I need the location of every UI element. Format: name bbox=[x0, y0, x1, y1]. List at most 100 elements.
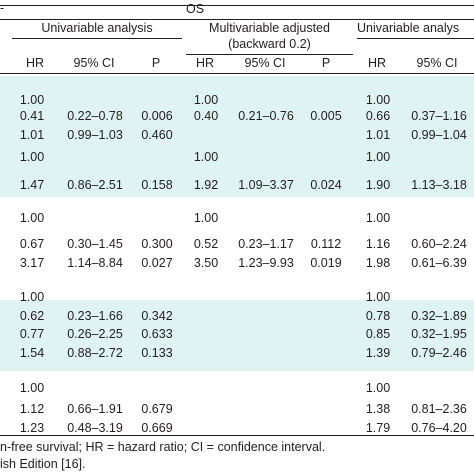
cell-ci-3: 0.32–1.89 bbox=[411, 309, 467, 323]
cell-hr-3: 1.16 bbox=[365, 237, 391, 251]
cell-p-1: 0.300 bbox=[141, 237, 173, 251]
cell-ci-1: 0.23–1.66 bbox=[67, 309, 123, 323]
cell-hr-1: 0.62 bbox=[19, 309, 45, 323]
cell-hr-3: 1.79 bbox=[365, 421, 391, 435]
cell-p-1: 0.460 bbox=[141, 128, 173, 142]
cell-ci-3: 0.79–2.46 bbox=[411, 346, 467, 360]
cell-p-2: 0.005 bbox=[310, 109, 342, 123]
cell-hr-1: 0.77 bbox=[19, 327, 45, 341]
cell-hr-3: 0.66 bbox=[365, 109, 391, 123]
cell-ci-1: 0.66–1.91 bbox=[67, 402, 123, 416]
table-top-rule bbox=[0, 5, 474, 6]
cell-ci-2: 1.23–9.93 bbox=[238, 256, 294, 270]
cell-ci-3: 0.61–6.39 bbox=[411, 256, 467, 270]
cell-hr-2: 1.92 bbox=[193, 178, 219, 192]
group-header-univariable: Univariable analysis bbox=[41, 21, 153, 35]
group-header-multivariable: Multivariable adjusted bbox=[209, 21, 330, 35]
cell-ci-2: 1.09–3.37 bbox=[238, 178, 294, 192]
cell-hr-1: 1.00 bbox=[19, 211, 45, 225]
os-group-rule bbox=[0, 19, 474, 20]
footnote-abbreviations: n-free survival; HR = hazard ratio; CI =… bbox=[0, 440, 326, 454]
cell-hr-3: 1.98 bbox=[365, 256, 391, 270]
col-header-hr-3: HR bbox=[367, 56, 387, 70]
col-header-p-2: P bbox=[321, 56, 331, 70]
cell-hr-3: 0.85 bbox=[365, 327, 391, 341]
cell-hr-2: 0.40 bbox=[193, 109, 219, 123]
col-header-p-1: P bbox=[151, 56, 161, 70]
cell-hr-2: 1.00 bbox=[193, 211, 219, 225]
cell-hr-3: 1.90 bbox=[365, 178, 391, 192]
col-header-ci-3: 95% CI bbox=[416, 56, 458, 70]
cell-hr-3: 1.00 bbox=[365, 211, 391, 225]
cell-p-2: 0.019 bbox=[310, 256, 342, 270]
group-header-multivariable-sub: (backward 0.2) bbox=[228, 37, 311, 51]
cell-ci-1: 0.30–1.45 bbox=[67, 237, 123, 251]
group-rule-2 bbox=[186, 54, 353, 55]
cell-hr-1: 1.23 bbox=[19, 421, 45, 435]
cell-ci-1: 0.86–2.51 bbox=[67, 178, 123, 192]
left-edge-mark: - bbox=[0, 1, 5, 15]
footnote-source: ish Edition [16]. bbox=[0, 457, 86, 471]
col-header-hr-2: HR bbox=[195, 56, 215, 70]
section-band-2 bbox=[0, 147, 474, 197]
cell-p-1: 0.669 bbox=[141, 421, 173, 435]
cell-ci-1: 0.48–3.19 bbox=[67, 421, 123, 435]
cell-ci-3: 0.37–1.16 bbox=[411, 109, 467, 123]
cell-hr-1: 0.67 bbox=[19, 237, 45, 251]
section-band-4 bbox=[0, 300, 474, 371]
os-header: OS bbox=[185, 2, 205, 16]
cell-hr-3: 1.39 bbox=[365, 346, 391, 360]
col-header-hr-1: HR bbox=[25, 56, 45, 70]
cell-ci-3: 1.13–3.18 bbox=[411, 178, 467, 192]
cell-hr-3: 1.01 bbox=[365, 128, 391, 142]
cell-hr-1: 1.01 bbox=[19, 128, 45, 142]
cell-ci-3: 0.60–2.24 bbox=[411, 237, 467, 251]
col-header-ci-1: 95% CI bbox=[73, 56, 115, 70]
cell-hr-1: 0.41 bbox=[19, 109, 45, 123]
section-band-1 bbox=[0, 76, 474, 147]
subheader-rule bbox=[0, 73, 474, 74]
cell-ci-2: 0.23–1.17 bbox=[238, 237, 294, 251]
cell-hr-3: 1.00 bbox=[365, 93, 391, 107]
cell-hr-1: 1.47 bbox=[19, 178, 45, 192]
cell-hr-3: 1.38 bbox=[365, 402, 391, 416]
cell-ci-1: 1.14–8.84 bbox=[67, 256, 123, 270]
cell-p-1: 0.633 bbox=[141, 327, 173, 341]
cell-hr-1: 3.17 bbox=[19, 256, 45, 270]
cell-hr-1: 1.00 bbox=[19, 290, 45, 304]
cell-hr-1: 1.00 bbox=[19, 93, 45, 107]
cell-hr-2: 1.00 bbox=[193, 150, 219, 164]
cell-ci-3: 0.99–1.04 bbox=[411, 128, 467, 142]
cell-hr-1: 1.54 bbox=[19, 346, 45, 360]
cell-p-1: 0.027 bbox=[141, 256, 173, 270]
cell-hr-2: 1.00 bbox=[193, 93, 219, 107]
cell-ci-1: 0.22–0.78 bbox=[67, 109, 123, 123]
cell-hr-2: 3.50 bbox=[193, 256, 219, 270]
col-header-ci-2: 95% CI bbox=[244, 56, 286, 70]
cell-ci-3: 0.81–2.36 bbox=[411, 402, 467, 416]
cell-ci-2: 0.21–0.76 bbox=[238, 109, 294, 123]
cell-p-1: 0.679 bbox=[141, 402, 173, 416]
cell-p-1: 0.006 bbox=[141, 109, 173, 123]
cell-ci-1: 0.99–1.03 bbox=[67, 128, 123, 142]
cell-p-1: 0.133 bbox=[141, 346, 173, 360]
cell-ci-3: 0.32–1.95 bbox=[411, 327, 467, 341]
cell-hr-1: 1.00 bbox=[19, 150, 45, 164]
group-rule-3 bbox=[357, 38, 474, 39]
group-header-univariable-2: Univariable analys bbox=[357, 21, 460, 35]
cell-p-1: 0.342 bbox=[141, 309, 173, 323]
cell-hr-3: 1.00 bbox=[365, 150, 391, 164]
cell-ci-1: 0.26–2.25 bbox=[67, 327, 123, 341]
cell-hr-3: 1.00 bbox=[365, 290, 391, 304]
cell-hr-1: 1.00 bbox=[19, 381, 45, 395]
cell-p-1: 0.158 bbox=[141, 178, 173, 192]
group-rule-1 bbox=[12, 38, 182, 39]
cell-p-2: 0.112 bbox=[310, 237, 342, 251]
cell-hr-3: 1.00 bbox=[365, 381, 391, 395]
cell-hr-3: 0.78 bbox=[365, 309, 391, 323]
cell-hr-1: 1.12 bbox=[19, 402, 45, 416]
cell-ci-3: 0.76–4.20 bbox=[411, 421, 467, 435]
cell-ci-1: 0.88–2.72 bbox=[67, 346, 123, 360]
table-bottom-rule bbox=[0, 435, 474, 436]
cell-hr-2: 0.52 bbox=[193, 237, 219, 251]
